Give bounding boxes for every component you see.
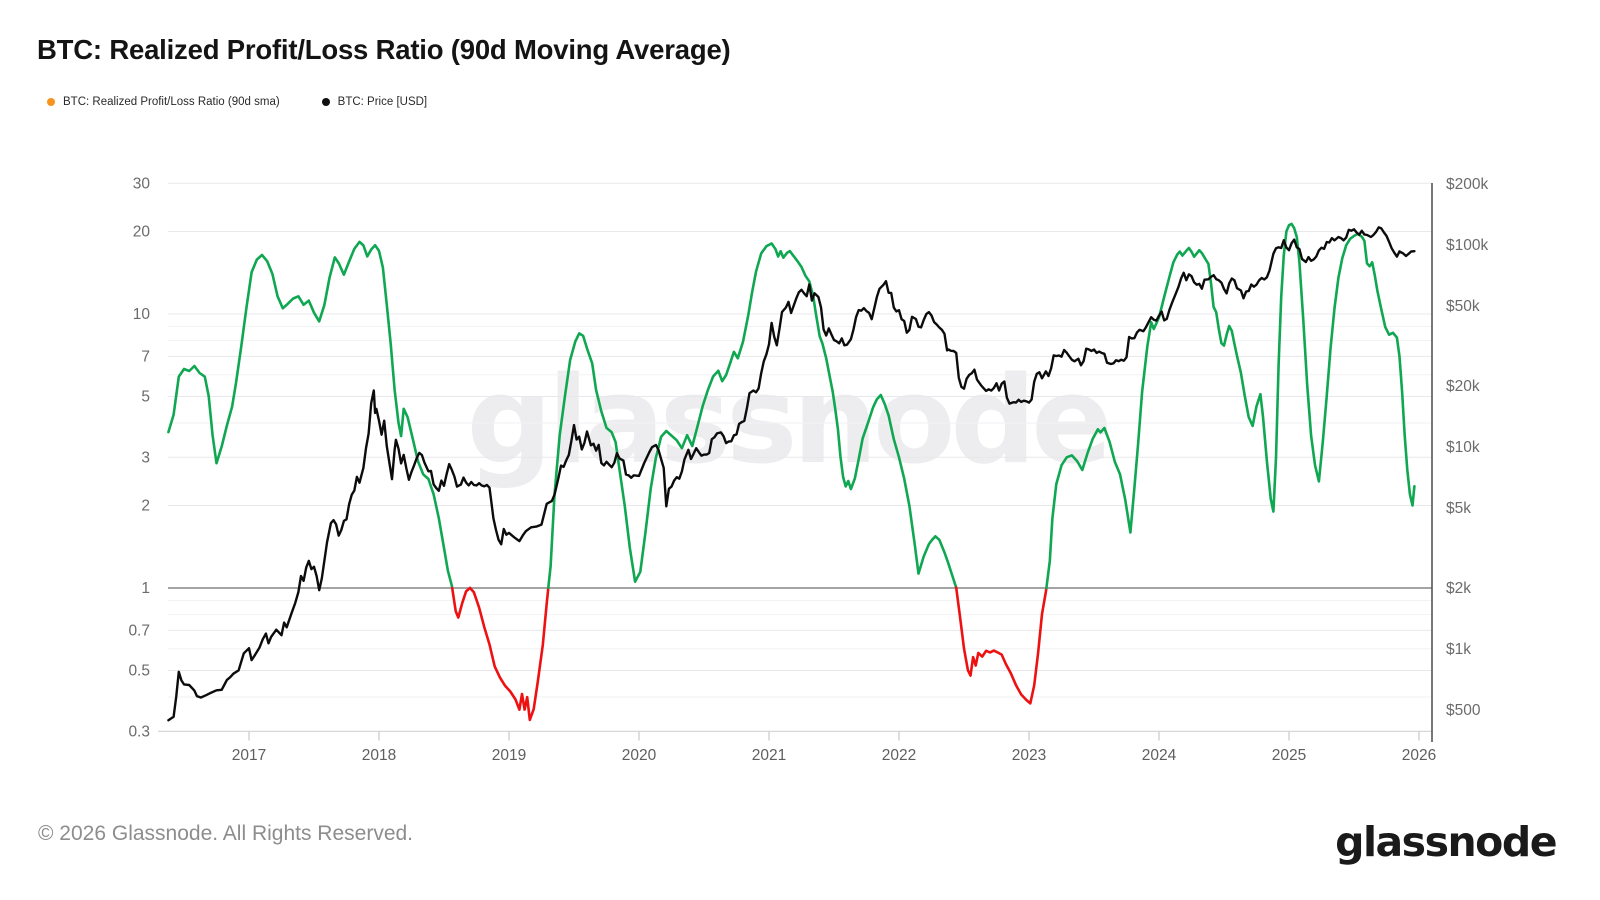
x-axis-tick-label: 2021 <box>752 747 786 764</box>
legend-item-ratio[interactable]: BTC: Realized Profit/Loss Ratio (90d sma… <box>47 96 280 108</box>
left-axis-tick-label: 3 <box>141 450 150 467</box>
x-axis-tick-label: 2025 <box>1272 747 1306 764</box>
x-axis-tick-label: 2023 <box>1012 747 1046 764</box>
left-axis-tick-label: 0.5 <box>128 663 150 680</box>
right-axis-tick-label: $5k <box>1446 500 1471 517</box>
x-axis-tick-label: 2020 <box>622 747 657 764</box>
left-axis-tick-label: 30 <box>133 176 151 193</box>
legend-item-price[interactable]: BTC: Price [USD] <box>321 96 428 108</box>
right-axis-tick-label: $20k <box>1446 378 1480 395</box>
copyright-text: © 2026 Glassnode. All Rights Reserved. <box>38 822 414 845</box>
ratio-line-below-1 <box>954 586 1048 705</box>
ratio-line-above-1 <box>1045 222 1416 590</box>
left-axis-tick-label: 5 <box>141 389 150 406</box>
price-line <box>167 226 1416 722</box>
right-axis-tick-label: $1k <box>1446 641 1471 658</box>
left-axis-tick-label: 1 <box>141 580 150 597</box>
left-axis-tick-label: 0.7 <box>128 623 150 640</box>
x-axis-tick-label: 2026 <box>1402 747 1436 764</box>
x-axis-tick-label: 2017 <box>232 747 266 764</box>
left-axis-tick-label: 7 <box>141 349 150 366</box>
left-axis-tick-label: 2 <box>141 498 150 515</box>
right-axis-tick-label: $200k <box>1446 176 1488 193</box>
ratio-legend-dot-icon <box>47 98 55 106</box>
chart-legend: BTC: Realized Profit/Loss Ratio (90d sma… <box>47 96 427 108</box>
right-axis-tick-label: $50k <box>1446 298 1480 315</box>
ratio-line-below-1 <box>450 586 472 619</box>
price-legend-dot-icon <box>321 98 330 106</box>
right-axis-tick-label: $500 <box>1446 702 1481 719</box>
ratio-line-above-1 <box>547 242 958 590</box>
x-axis-tick-label: 2024 <box>1142 747 1177 764</box>
page-title: BTC: Realized Profit/Loss Ratio (90d Mov… <box>37 34 731 65</box>
ratio-line-above-1 <box>167 240 454 590</box>
x-axis-tick-label: 2022 <box>882 747 916 764</box>
left-axis-tick-label: 20 <box>133 224 151 241</box>
x-axis-tick-label: 2018 <box>362 747 396 764</box>
right-axis-tick-label: $100k <box>1446 237 1488 254</box>
legend-item-ratio-label: BTC: Realized Profit/Loss Ratio (90d sma… <box>63 96 280 108</box>
right-axis-tick-label: $10k <box>1446 439 1480 456</box>
glassnode-logo: glassnode <box>1335 818 1557 866</box>
right-axis-tick-label: $2k <box>1446 580 1471 597</box>
ratio-line-below-1 <box>468 586 550 722</box>
left-axis-tick-label: 10 <box>133 306 151 323</box>
legend-item-price-label: BTC: Price [USD] <box>337 96 428 108</box>
x-axis-tick-label: 2019 <box>492 747 526 764</box>
left-axis-tick-label: 0.3 <box>128 724 150 741</box>
